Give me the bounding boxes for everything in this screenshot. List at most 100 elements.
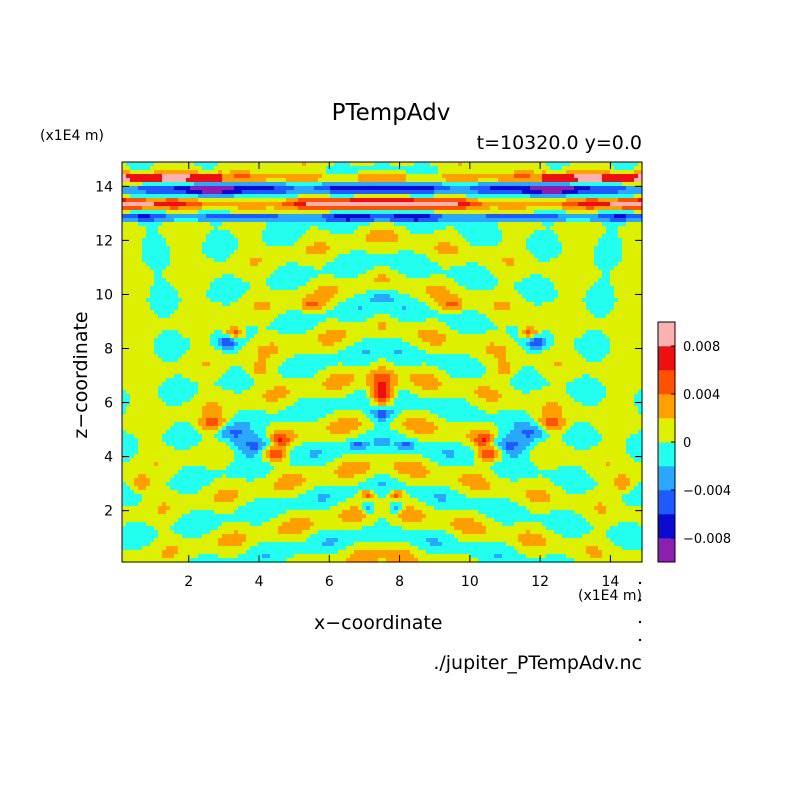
heatmap-cell (174, 314, 179, 319)
heatmap-cell (194, 258, 199, 263)
heatmap-cell (438, 198, 443, 203)
heatmap-cell (190, 214, 195, 219)
heatmap-cell (398, 286, 403, 291)
heatmap-cell (446, 286, 451, 291)
heatmap-cell (570, 242, 575, 247)
heatmap-cell (490, 310, 495, 315)
heatmap-cell (634, 266, 639, 271)
heatmap-cell (502, 282, 507, 287)
heatmap-cell (362, 170, 367, 175)
heatmap-cell (194, 290, 199, 295)
heatmap-cell (162, 274, 167, 279)
heatmap-cell (178, 242, 183, 247)
heatmap-cell (262, 198, 267, 203)
heatmap-cell (146, 310, 151, 315)
heatmap-cell (622, 254, 627, 259)
heatmap-cell (502, 246, 507, 251)
heatmap-cell (426, 310, 431, 315)
heatmap-cell (342, 198, 347, 203)
heatmap-cell (434, 166, 439, 171)
heatmap-cell (410, 306, 415, 311)
heatmap-cell (582, 214, 587, 219)
heatmap-cell (350, 214, 355, 219)
heatmap-cell (278, 258, 283, 263)
heatmap-cell (366, 306, 371, 311)
heatmap-cell (390, 282, 395, 287)
heatmap-cell (430, 234, 435, 239)
heatmap-cell (626, 282, 631, 287)
heatmap-cell (230, 218, 235, 223)
heatmap-cell (558, 202, 563, 207)
heatmap-cell (318, 238, 323, 243)
heatmap-cell (326, 202, 331, 207)
heatmap-cell (530, 226, 535, 231)
heatmap-cell (482, 222, 487, 227)
heatmap-cell (294, 258, 299, 263)
heatmap-cell (586, 206, 591, 211)
heatmap-cell (538, 210, 543, 215)
heatmap-cell (614, 286, 619, 291)
heatmap-cell (598, 278, 603, 283)
heatmap-cell (234, 266, 239, 271)
heatmap-cell (406, 282, 411, 287)
heatmap-cell (462, 198, 467, 203)
heatmap-cell (258, 194, 263, 199)
heatmap-cell (366, 266, 371, 271)
heatmap-cell (206, 206, 211, 211)
heatmap-cell (638, 246, 643, 251)
heatmap-cell (142, 182, 147, 187)
heatmap-cell (234, 186, 239, 191)
heatmap-cell (302, 306, 307, 311)
heatmap-cell (262, 238, 267, 243)
heatmap-cell (542, 214, 547, 219)
heatmap-cell (550, 266, 555, 271)
heatmap-cell (130, 190, 135, 195)
heatmap-cell (250, 182, 255, 187)
heatmap-cell (314, 278, 319, 283)
heatmap-cell (234, 238, 239, 243)
heatmap-cell (562, 202, 567, 207)
heatmap-cell (250, 242, 255, 247)
heatmap-cell (222, 174, 227, 179)
heatmap-cell (294, 202, 299, 207)
heatmap-cell (382, 198, 387, 203)
heatmap-cell (298, 170, 303, 175)
heatmap-cell (526, 174, 531, 179)
heatmap-cell (598, 274, 603, 279)
heatmap-cell (542, 238, 547, 243)
heatmap-cell (302, 186, 307, 191)
heatmap-cell (418, 162, 423, 167)
heatmap-cell (430, 226, 435, 231)
heatmap-cell (450, 250, 455, 255)
heatmap-cell (398, 178, 403, 183)
heatmap-cell (306, 206, 311, 211)
heatmap-cell (378, 250, 383, 255)
heatmap-cell (186, 278, 191, 283)
heatmap-cell (582, 162, 587, 167)
heatmap-cell (466, 254, 471, 259)
heatmap-cell (618, 246, 623, 251)
heatmap-cell (502, 186, 507, 191)
heatmap-cell (242, 242, 247, 247)
heatmap-cell (614, 202, 619, 207)
heatmap-cell (598, 306, 603, 311)
heatmap-cell (578, 222, 583, 227)
heatmap-cell (574, 250, 579, 255)
heatmap-cell (174, 162, 179, 167)
heatmap-cell (366, 270, 371, 275)
heatmap-cell (366, 262, 371, 267)
heatmap-cell (422, 270, 427, 275)
heatmap-cell (442, 262, 447, 267)
heatmap-cell (302, 258, 307, 263)
heatmap-cell (222, 306, 227, 311)
heatmap-cell (214, 246, 219, 251)
heatmap-cell (414, 262, 419, 267)
heatmap-cell (466, 298, 471, 303)
heatmap-cell (518, 218, 523, 223)
heatmap-cell (622, 170, 627, 175)
heatmap-cell (286, 186, 291, 191)
heatmap-cell (378, 266, 383, 271)
heatmap-cell (378, 238, 383, 243)
heatmap-cell (370, 242, 375, 247)
heatmap-cell (446, 274, 451, 279)
